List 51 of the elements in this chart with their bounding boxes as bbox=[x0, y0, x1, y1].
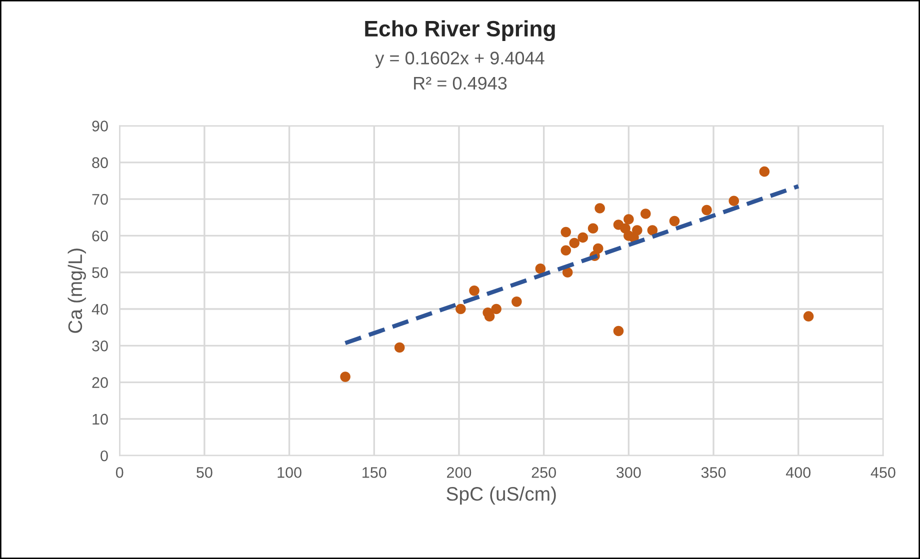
point bbox=[640, 208, 651, 219]
y-tick-label: 50 bbox=[92, 267, 108, 278]
point bbox=[759, 166, 770, 177]
y-tick-label: 70 bbox=[92, 194, 108, 205]
point bbox=[512, 296, 522, 307]
point bbox=[592, 243, 604, 254]
x-tick-label: 0 bbox=[116, 467, 124, 478]
x-tick-label: 100 bbox=[278, 467, 302, 478]
y-tick-label: 10 bbox=[92, 414, 108, 425]
x-tick-label: 50 bbox=[196, 467, 212, 478]
x-tick-label: 200 bbox=[447, 467, 472, 478]
y-tick-label: 0 bbox=[100, 450, 108, 462]
point bbox=[669, 216, 680, 226]
x-tick-label: 350 bbox=[701, 467, 726, 478]
point bbox=[588, 223, 598, 234]
point bbox=[569, 238, 580, 248]
point bbox=[702, 204, 712, 216]
x-tick-label: 250 bbox=[532, 467, 556, 478]
point bbox=[535, 264, 546, 274]
text: y = 0.1602x + 9.4044 bbox=[375, 52, 544, 68]
y-tick-label: 40 bbox=[92, 304, 108, 315]
point bbox=[340, 372, 350, 382]
point bbox=[594, 203, 605, 214]
y-tick-label: 60 bbox=[92, 230, 108, 242]
x-tick-label: 300 bbox=[616, 467, 641, 478]
y-tick-label: 30 bbox=[92, 340, 108, 352]
x-tick-label: 400 bbox=[786, 467, 811, 478]
point bbox=[560, 226, 572, 238]
point bbox=[728, 196, 740, 206]
y-tick-label: 80 bbox=[92, 157, 108, 168]
y-tick-label: 20 bbox=[92, 377, 108, 388]
point bbox=[578, 232, 588, 243]
point bbox=[484, 311, 495, 322]
point bbox=[469, 286, 480, 296]
point bbox=[632, 225, 642, 236]
point bbox=[562, 267, 573, 278]
point bbox=[647, 225, 658, 236]
x-axis-title: SpC (uS/cm) bbox=[446, 486, 556, 505]
x-tick-label: 150 bbox=[362, 467, 386, 478]
y-axis-title: Ca (mg/L) bbox=[68, 248, 86, 333]
x-tick-label: 450 bbox=[870, 467, 896, 478]
chart-title: Echo River Spring bbox=[365, 20, 555, 42]
point bbox=[613, 326, 624, 336]
point bbox=[624, 214, 634, 224]
point bbox=[491, 304, 502, 314]
point bbox=[560, 245, 572, 256]
text: R² = 0.4943 bbox=[414, 76, 507, 90]
point bbox=[456, 304, 466, 314]
point bbox=[394, 342, 405, 353]
point bbox=[803, 311, 814, 322]
y-tick-label: 90 bbox=[92, 120, 108, 132]
